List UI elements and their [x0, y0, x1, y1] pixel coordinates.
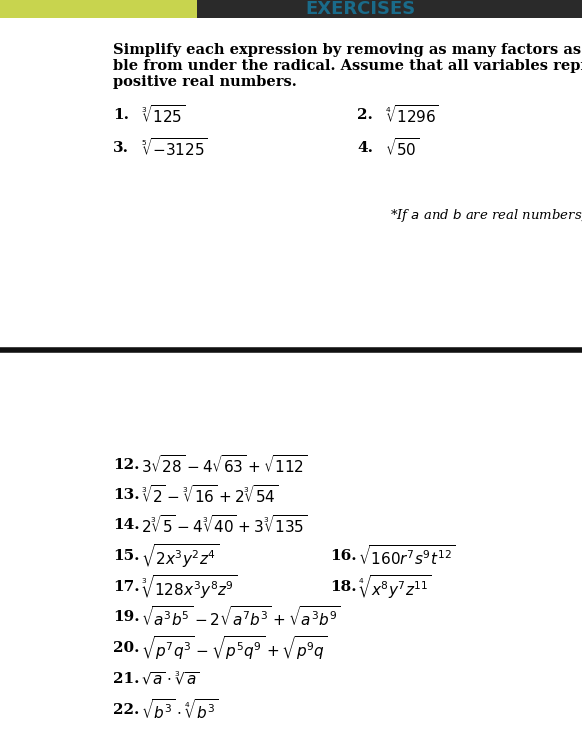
Text: $\sqrt{a} \cdot \sqrt[3]{a}$: $\sqrt{a} \cdot \sqrt[3]{a}$	[141, 671, 200, 688]
Text: $\sqrt{a^3b^5} - 2\sqrt{a^7b^3} + \sqrt{a^3b^9}$: $\sqrt{a^3b^5} - 2\sqrt{a^7b^3} + \sqrt{…	[141, 605, 340, 629]
Text: 19.: 19.	[113, 610, 140, 624]
Text: 17.: 17.	[113, 580, 140, 594]
Text: 21.: 21.	[113, 672, 140, 686]
Text: $\sqrt[3]{125}$: $\sqrt[3]{125}$	[141, 104, 186, 126]
Text: $\sqrt{p^7q^3} - \sqrt{p^5q^9} + \sqrt{p^9q}$: $\sqrt{p^7q^3} - \sqrt{p^5q^9} + \sqrt{p…	[141, 634, 328, 662]
Text: 14.: 14.	[113, 518, 140, 532]
Text: $\sqrt[3]{128x^3y^8z^9}$: $\sqrt[3]{128x^3y^8z^9}$	[141, 574, 237, 601]
Text: 1.: 1.	[113, 108, 129, 122]
Text: positive real numbers.: positive real numbers.	[113, 75, 297, 89]
Text: $\sqrt[4]{x^8y^7z^{11}}$: $\sqrt[4]{x^8y^7z^{11}}$	[358, 574, 432, 601]
Text: $\sqrt[3]{2} - \sqrt[3]{16} + 2\sqrt[3]{54}$: $\sqrt[3]{2} - \sqrt[3]{16} + 2\sqrt[3]{…	[141, 484, 278, 506]
Text: 4.: 4.	[357, 141, 373, 155]
Text: ble from under the radical. Assume that all variables represen: ble from under the radical. Assume that …	[113, 59, 582, 73]
Text: 16.: 16.	[330, 549, 357, 563]
Text: 15.: 15.	[113, 549, 140, 563]
Text: $\sqrt{50}$: $\sqrt{50}$	[385, 137, 420, 159]
Text: EXERCISES: EXERCISES	[306, 0, 416, 18]
Text: $\sqrt[4]{1296}$: $\sqrt[4]{1296}$	[385, 104, 439, 126]
Bar	[0, 0, 197, 18]
Text: 2.: 2.	[357, 108, 373, 122]
Text: $\sqrt{2x^3y^2z^4}$: $\sqrt{2x^3y^2z^4}$	[141, 542, 219, 570]
Text: $2\sqrt[3]{5} - 4\sqrt[3]{40} + 3\sqrt[3]{135}$: $2\sqrt[3]{5} - 4\sqrt[3]{40} + 3\sqrt[3…	[141, 514, 307, 536]
Text: 12.: 12.	[113, 458, 140, 472]
Text: $3\sqrt{28} - 4\sqrt{63} + \sqrt{112}$: $3\sqrt{28} - 4\sqrt{63} + \sqrt{112}$	[141, 454, 307, 476]
Text: $\sqrt[5]{-3125}$: $\sqrt[5]{-3125}$	[141, 137, 208, 159]
Text: 13.: 13.	[113, 488, 140, 502]
Text: 3.: 3.	[113, 141, 129, 155]
Text: 22.: 22.	[113, 703, 139, 717]
Text: *If $a$ and $b$ are real numbers, t: *If $a$ and $b$ are real numbers, t	[390, 207, 582, 224]
Text: $\sqrt{160r^7s^9t^{12}}$: $\sqrt{160r^7s^9t^{12}}$	[358, 544, 455, 568]
Bar	[0, 0, 582, 18]
Text: $\sqrt{b^3} \cdot \sqrt[4]{b^3}$: $\sqrt{b^3} \cdot \sqrt[4]{b^3}$	[141, 698, 219, 722]
Text: 18.: 18.	[330, 580, 357, 594]
Text: Simplify each expression by removing as many factors as possi: Simplify each expression by removing as …	[113, 43, 582, 57]
Text: 20.: 20.	[113, 641, 140, 655]
